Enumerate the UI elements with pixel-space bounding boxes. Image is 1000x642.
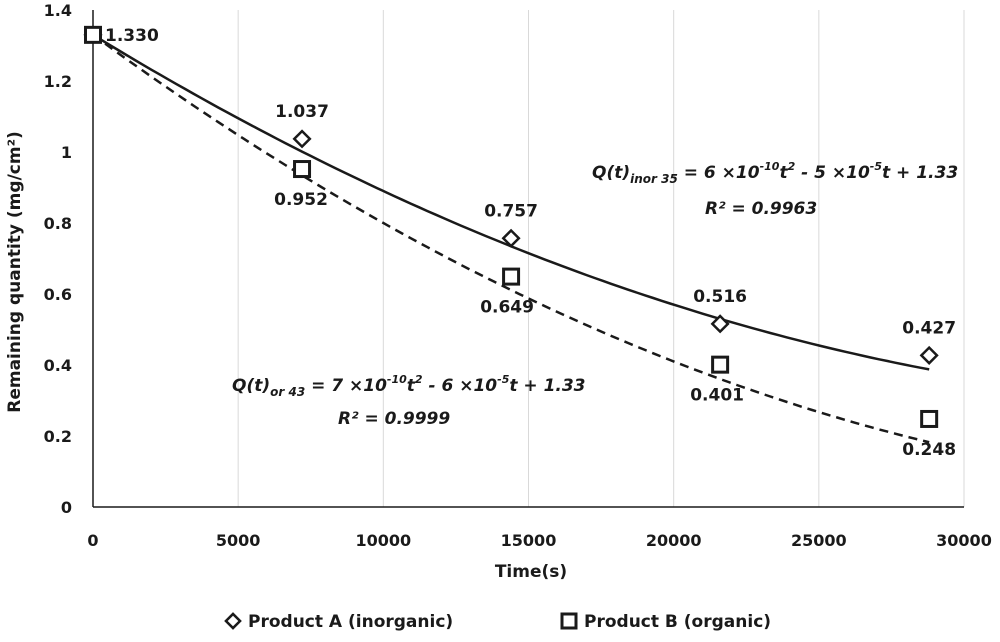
x-tick-label: 10000 [355,531,411,550]
equation-product-a: Q(t)inor 35 = 6 ×10-10t2 - 5 ×10-5t + 1.… [592,160,958,186]
y-tick-label: 0.2 [44,427,72,446]
r2-product-a: R² = 0.9963 [705,199,817,219]
data-point-product-b [502,267,521,286]
x-tick-label: 30000 [936,531,992,550]
legend-square-icon [560,612,578,630]
data-point-product-a [501,228,521,248]
equation-product-b: Q(t)or 43 = 7 ×10-10t2 - 6 ×10-5t + 1.33 [232,373,586,399]
y-tick-label: 0.6 [44,285,72,304]
data-label-product-b: 0.401 [690,386,744,406]
legend-label-product-b: Product B (organic) [584,612,771,632]
data-label-product-a: 0.516 [693,287,747,307]
axes: 0 5000 10000 15000 20000 25000 30000 0 0.2 0.4 0.6… [44,1,992,550]
data-point-product-b [920,409,939,428]
data-markers [83,25,939,428]
legend-diamond-icon [224,612,242,630]
x-tick-label: 15000 [501,531,557,550]
trend-line-product-b [92,33,930,444]
x-axis-title: Time(s) [495,562,567,582]
r2-product-b: R² = 0.9999 [338,409,450,429]
y-tick-label: 1.2 [44,72,72,91]
x-tick-label: 20000 [646,531,702,550]
grid-lines [237,10,965,507]
x-tick-label: 5000 [216,531,261,550]
y-axis-title: Remaining quantity (mg/cm²) [5,131,25,413]
y-tick-label: 1.4 [44,1,72,20]
data-label-product-b: 0.952 [274,190,328,210]
data-point-product-b [84,25,102,44]
data-label-product-a: 0.427 [902,318,956,338]
x-tick-label: 25000 [791,531,847,550]
data-label-product-a: 1.330 [105,26,159,46]
data-point-product-b [711,355,730,374]
data-point-product-b [293,160,312,179]
legend: Product A (inorganic) Product B (organic… [224,612,771,632]
x-tick-label: 0 [87,531,98,550]
data-label-product-a: 1.037 [275,102,329,122]
data-label-product-a: 0.757 [484,201,538,221]
data-point-product-a [710,314,730,334]
y-tick-label: 0.8 [44,214,72,233]
y-tick-label: 0.4 [44,356,72,375]
data-label-product-b: 0.649 [480,298,534,318]
data-point-product-a [292,129,312,149]
data-labels: 1.330 1.037 0.757 0.516 0.427 0.952 0.649 0.401… [105,26,956,460]
y-tick-label: 0 [61,498,72,517]
y-tick-label: 1 [61,143,72,162]
data-point-product-a [919,345,939,365]
legend-label-product-a: Product A (inorganic) [248,612,453,632]
data-label-product-b: 0.248 [902,440,956,460]
